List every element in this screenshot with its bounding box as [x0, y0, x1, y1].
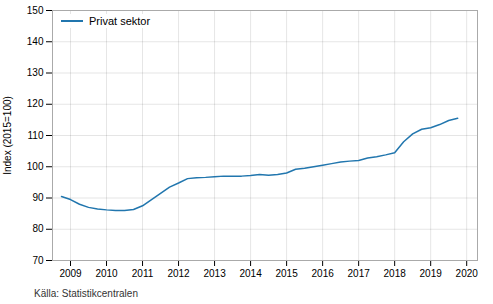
- svg-text:2017: 2017: [348, 268, 371, 279]
- svg-text:110: 110: [28, 130, 44, 141]
- svg-text:80: 80: [32, 223, 44, 234]
- svg-text:2018: 2018: [384, 268, 407, 279]
- svg-text:2020: 2020: [456, 268, 479, 279]
- svg-text:70: 70: [32, 255, 44, 266]
- html-text:Källa: Statistikcentralen: Källa: Statistikcentralen: [34, 288, 138, 299]
- svg-text:2016: 2016: [312, 268, 335, 279]
- svg-text:90: 90: [32, 192, 44, 203]
- html-text:Privat sektor: Privat sektor: [89, 15, 151, 27]
- svg-text:140: 140: [27, 36, 44, 47]
- svg-text:100: 100: [27, 161, 44, 172]
- svg-text:2019: 2019: [420, 268, 443, 279]
- svg-text:2015: 2015: [275, 268, 298, 279]
- svg-text:Index (2015=100): Index (2015=100): [2, 96, 13, 175]
- svg-text:2012: 2012: [167, 268, 190, 279]
- svg-text:130: 130: [27, 67, 44, 78]
- svg-text:2013: 2013: [203, 268, 226, 279]
- svg-text:2010: 2010: [95, 268, 118, 279]
- svg-text:120: 120: [27, 98, 44, 109]
- svg-text:2009: 2009: [59, 268, 82, 279]
- svg-text:2011: 2011: [132, 268, 154, 279]
- svg-text:2014: 2014: [239, 268, 262, 279]
- svg-text:150: 150: [27, 5, 44, 16]
